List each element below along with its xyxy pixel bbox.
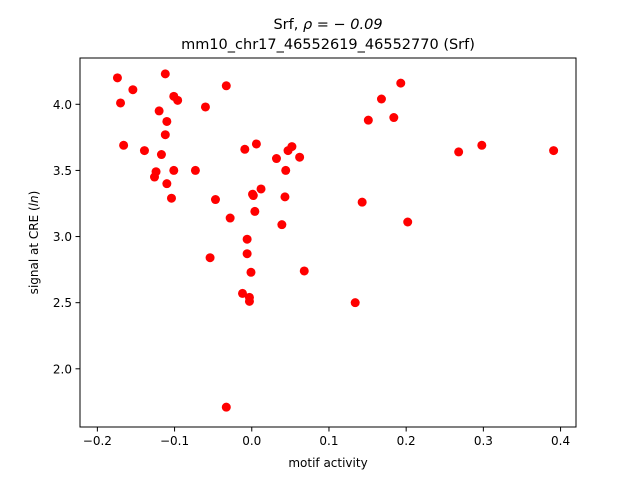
data-points — [112, 69, 559, 412]
data-point — [166, 193, 176, 203]
data-point — [162, 116, 172, 126]
chart-title: Srf, ρ = − 0.09 — [273, 17, 382, 33]
data-point — [169, 165, 179, 175]
data-point — [242, 234, 252, 244]
data-point — [238, 288, 247, 298]
data-point — [244, 296, 254, 306]
data-point — [160, 130, 170, 140]
data-point — [119, 140, 129, 150]
data-point — [350, 298, 360, 308]
data-point — [151, 167, 161, 177]
data-point — [251, 139, 261, 149]
data-point — [363, 115, 373, 125]
data-point — [205, 253, 215, 263]
data-point — [376, 94, 386, 104]
y-axis-label: signal at CRE (ln) — [27, 191, 41, 295]
data-point — [162, 179, 172, 189]
data-point — [287, 142, 297, 152]
x-tick-label: 0.0 — [242, 434, 261, 448]
data-point — [128, 85, 138, 95]
y-axis-label-prefix: signal at CRE ( — [27, 206, 41, 294]
data-point — [221, 81, 231, 91]
data-point — [281, 165, 291, 175]
data-point — [299, 266, 309, 276]
data-point — [256, 184, 266, 194]
data-point — [246, 267, 256, 277]
data-point — [221, 402, 231, 412]
x-tick-label: −0.2 — [83, 434, 112, 448]
data-point — [549, 146, 559, 156]
data-point — [271, 154, 281, 164]
data-point — [277, 220, 287, 230]
data-point — [295, 152, 305, 162]
y-axis: 2.0 2.5 3.0 3.5 4.0 — [53, 98, 80, 376]
data-point — [112, 73, 122, 83]
data-point — [396, 78, 406, 88]
y-tick-label: 3.0 — [53, 230, 72, 244]
x-axis-label: motif activity — [288, 456, 367, 470]
data-point — [156, 150, 166, 160]
data-point — [389, 113, 399, 123]
x-tick-label: 0.1 — [319, 434, 338, 448]
x-axis: −0.2 −0.1 0.0 0.1 0.2 0.3 0.4 — [83, 427, 570, 448]
y-axis-label-italic: ln — [27, 195, 41, 206]
data-point — [242, 249, 252, 259]
y-tick-label: 2.5 — [53, 296, 72, 310]
x-tick-label: −0.1 — [160, 434, 189, 448]
x-tick-label: 0.4 — [551, 434, 570, 448]
data-point — [200, 102, 210, 112]
data-point — [139, 146, 149, 156]
data-point — [477, 140, 487, 150]
data-point — [280, 192, 290, 202]
data-point — [357, 197, 367, 207]
data-point — [116, 98, 126, 108]
data-point — [154, 106, 164, 116]
chart-title-rho: ρ = − 0.09 — [303, 17, 383, 33]
data-point — [454, 147, 464, 157]
data-point — [190, 165, 200, 175]
y-tick-label: 4.0 — [53, 98, 72, 112]
chart-subtitle: mm10_chr17_46552619_46552770 (Srf) — [181, 37, 475, 53]
data-point — [160, 69, 170, 79]
data-point — [210, 195, 220, 205]
x-tick-label: 0.3 — [474, 434, 493, 448]
data-point — [225, 213, 235, 223]
plot-frame — [79, 57, 577, 428]
data-point — [248, 191, 258, 201]
data-point — [173, 95, 183, 105]
data-point — [240, 144, 250, 154]
chart-title-name: Srf, — [273, 17, 303, 33]
y-axis-label-suffix: ) — [27, 191, 41, 196]
y-tick-label: 3.5 — [53, 164, 72, 178]
data-point — [403, 217, 413, 227]
data-point — [250, 206, 260, 216]
x-tick-label: 0.2 — [397, 434, 416, 448]
y-tick-label: 2.0 — [53, 362, 72, 376]
